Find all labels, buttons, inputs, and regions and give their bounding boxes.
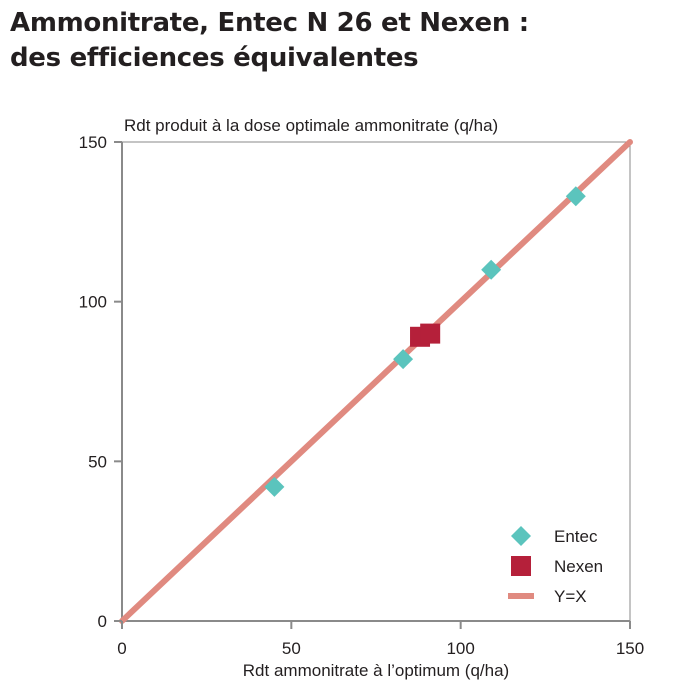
reference-line bbox=[119, 139, 633, 624]
y-tick-label: 100 bbox=[79, 293, 107, 312]
legend: Entec Nexen Y=X bbox=[508, 526, 603, 606]
nexen-point bbox=[420, 323, 441, 344]
entec-point bbox=[393, 349, 414, 370]
reference-line-layer bbox=[119, 139, 633, 624]
x-tick-label: 150 bbox=[616, 639, 644, 658]
title-line-2: des efficiences équivalentes bbox=[10, 43, 419, 73]
entec-point bbox=[565, 186, 586, 207]
marker-layer bbox=[264, 186, 586, 497]
x-tick-label: 0 bbox=[117, 639, 126, 658]
legend-item: Entec bbox=[511, 526, 598, 546]
chart-title-block: Ammonitrate, Entec N 26 et Nexen : des e… bbox=[10, 6, 680, 76]
y-tick-label: 50 bbox=[88, 452, 107, 471]
tick-layer: 0 50 100 150 0 50 100 150 bbox=[79, 133, 645, 658]
legend-label: Y=X bbox=[554, 587, 587, 606]
legend-diamond-icon bbox=[511, 526, 531, 546]
y-tick-label: 0 bbox=[98, 612, 107, 631]
legend-item: Nexen bbox=[511, 556, 603, 576]
title-line-1: Ammonitrate, Entec N 26 et Nexen : bbox=[10, 8, 529, 38]
legend-item: Y=X bbox=[508, 587, 587, 606]
entec-point bbox=[264, 476, 285, 497]
plot-frame bbox=[121, 141, 631, 622]
entec-point bbox=[481, 259, 502, 280]
x-tick-label: 100 bbox=[446, 639, 474, 658]
legend-square-icon bbox=[511, 556, 531, 576]
legend-label: Entec bbox=[554, 527, 598, 546]
y-tick-label: 150 bbox=[79, 133, 107, 152]
x-axis-title: Rdt ammonitrate à l’optimum (q/ha) bbox=[243, 661, 509, 680]
legend-label: Nexen bbox=[554, 557, 603, 576]
y-axis-title: Rdt produit à la dose optimale ammonitra… bbox=[124, 116, 498, 135]
x-tick-label: 50 bbox=[282, 639, 301, 658]
